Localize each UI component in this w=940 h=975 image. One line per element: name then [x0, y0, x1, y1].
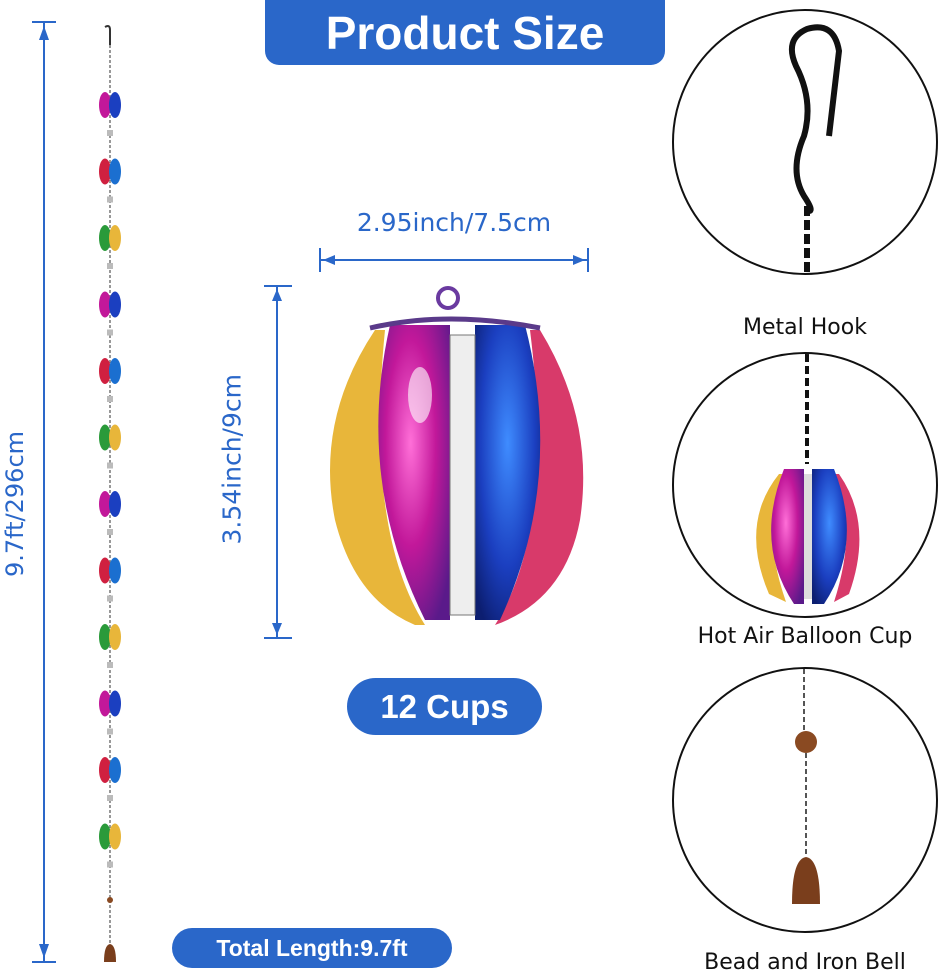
bell-cap: [107, 861, 113, 868]
balloon-cup-half: [109, 557, 121, 584]
total-length-text: Total Length:9.7ft: [216, 934, 408, 961]
detail-circle-balloon-cup: [672, 352, 938, 618]
total-length-badge: Total Length:9.7ft: [172, 928, 452, 968]
balloon-cup: [99, 225, 111, 251]
balloon-cup: [99, 491, 111, 517]
bell-cap: [107, 329, 113, 336]
cup-height-label: 3.54inch/9cm: [217, 374, 247, 545]
balloon-cup-half: [109, 291, 121, 318]
balloon-cup-icon: [756, 354, 860, 604]
balloon-cup-half: [109, 424, 121, 451]
balloon-cup-half: [109, 491, 121, 517]
bell-cap: [107, 728, 113, 735]
bell-cap: [107, 130, 113, 136]
detail-label-bead-bell: Bead and Iron Bell: [704, 950, 906, 975]
balloon-cup-half: [109, 624, 121, 650]
balloon-cup: [99, 690, 111, 717]
balloon-cup: [99, 291, 111, 318]
balloon-cup: [99, 624, 111, 650]
bell-cap: [107, 462, 113, 469]
detail-circle-metal-hook: [672, 9, 938, 275]
balloon-cup-half: [109, 225, 121, 251]
bell-cap: [107, 595, 113, 602]
balloon-cup: [99, 92, 111, 118]
cup-height-dimension-line: [264, 285, 292, 639]
cup-width-label: 2.95inch/7.5cm: [356, 208, 552, 237]
balloon-cup: [99, 158, 111, 185]
balloon-cup-half: [109, 92, 121, 118]
detail-label-metal-hook: Metal Hook: [743, 315, 867, 340]
bead-and-bell-icon: [792, 669, 820, 904]
balloon-cup-half: [109, 757, 121, 783]
balloon-cup: [99, 358, 111, 384]
wind-chime-strand: [99, 25, 121, 962]
balloon-cup: [99, 424, 111, 451]
bell-cap: [107, 529, 113, 535]
header-title-banner: Product Size: [265, 0, 665, 65]
detail-circle-bead-bell: [672, 667, 938, 933]
hook-icon: [104, 25, 111, 45]
balloon-cup-half: [109, 690, 121, 717]
detail-label-balloon-cup: Hot Air Balloon Cup: [697, 624, 913, 649]
cups-count-badge: 12 Cups: [347, 678, 542, 735]
bell-cap: [107, 662, 113, 668]
balloon-cup-half: [109, 358, 121, 384]
balloon-cup: [99, 557, 111, 584]
bell-cap: [107, 263, 113, 269]
page-title: Product Size: [325, 6, 605, 59]
bell-icon: [104, 944, 116, 962]
total-length-label: 9.7ft/296cm: [1, 430, 29, 578]
balloon-cup-half: [109, 823, 121, 850]
bead: [107, 897, 113, 903]
balloon-cup-half: [109, 158, 121, 185]
balloon-cup: [99, 823, 111, 850]
bell-cap: [107, 396, 113, 402]
total-length-dimension-line: [32, 21, 56, 963]
balloon-cup: [99, 757, 111, 783]
cups-count-text: 12 Cups: [380, 687, 509, 725]
metal-hook-icon: [788, 24, 843, 273]
bell-cap: [107, 196, 113, 203]
bell-cap: [107, 795, 113, 801]
hot-air-balloon-cup-image: [330, 286, 584, 625]
cup-width-dimension-line: [319, 248, 589, 272]
